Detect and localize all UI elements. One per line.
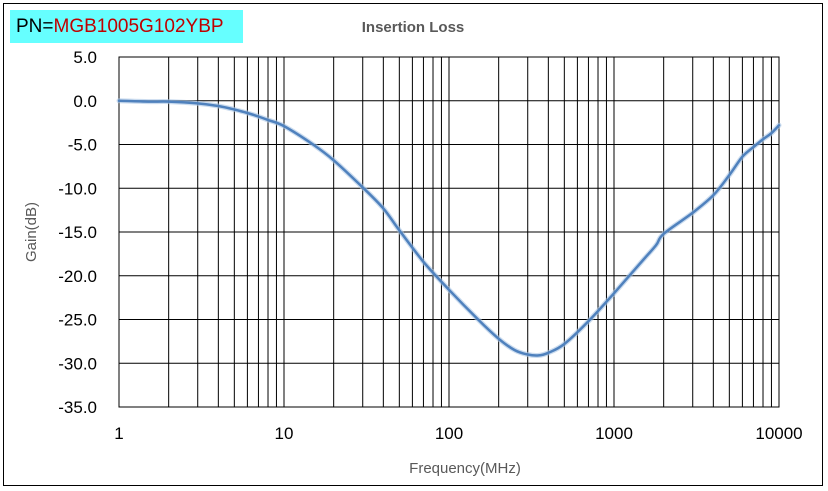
x-tick-label: 1000	[595, 424, 633, 443]
part-number-value: MGB1005G102YBP	[53, 15, 224, 37]
y-axis-ticks: 5.0 0.0 -5.0 -10.0 -15.0 -20.0 -25.0 -30.0 -35.0	[58, 48, 97, 417]
y-tick-label: -20.0	[58, 267, 97, 286]
plot-border	[118, 56, 780, 408]
y-tick-label: -15.0	[58, 223, 97, 242]
y-tick-label: -30.0	[58, 354, 97, 373]
grid	[118, 56, 780, 408]
y-tick-label: -35.0	[58, 398, 97, 417]
x-tick-label: 1	[114, 424, 123, 443]
x-tick-label: 100	[435, 424, 463, 443]
y-tick-label: -25.0	[58, 311, 97, 330]
y-tick-label: -5.0	[68, 136, 97, 155]
y-axis-title: Gain(dB)	[23, 202, 40, 262]
y-tick-label: 0.0	[73, 92, 97, 111]
chart-title: Insertion Loss	[362, 19, 465, 36]
part-number-prefix: PN=	[16, 15, 54, 37]
y-tick-label: -10.0	[58, 179, 97, 198]
part-number-box: PN= MGB1005G102YBP	[10, 10, 243, 43]
series-line	[117, 99, 781, 357]
plot-area-border	[118, 56, 780, 408]
x-axis-title: Frequency(MHz)	[409, 460, 521, 477]
y-tick-label: 5.0	[73, 48, 97, 67]
x-tick-label: 10	[275, 424, 294, 443]
series-group	[116, 98, 782, 359]
x-tick-label: 10000	[755, 424, 802, 443]
x-axis-ticks: 1 10 100 1000 10000	[114, 424, 802, 443]
